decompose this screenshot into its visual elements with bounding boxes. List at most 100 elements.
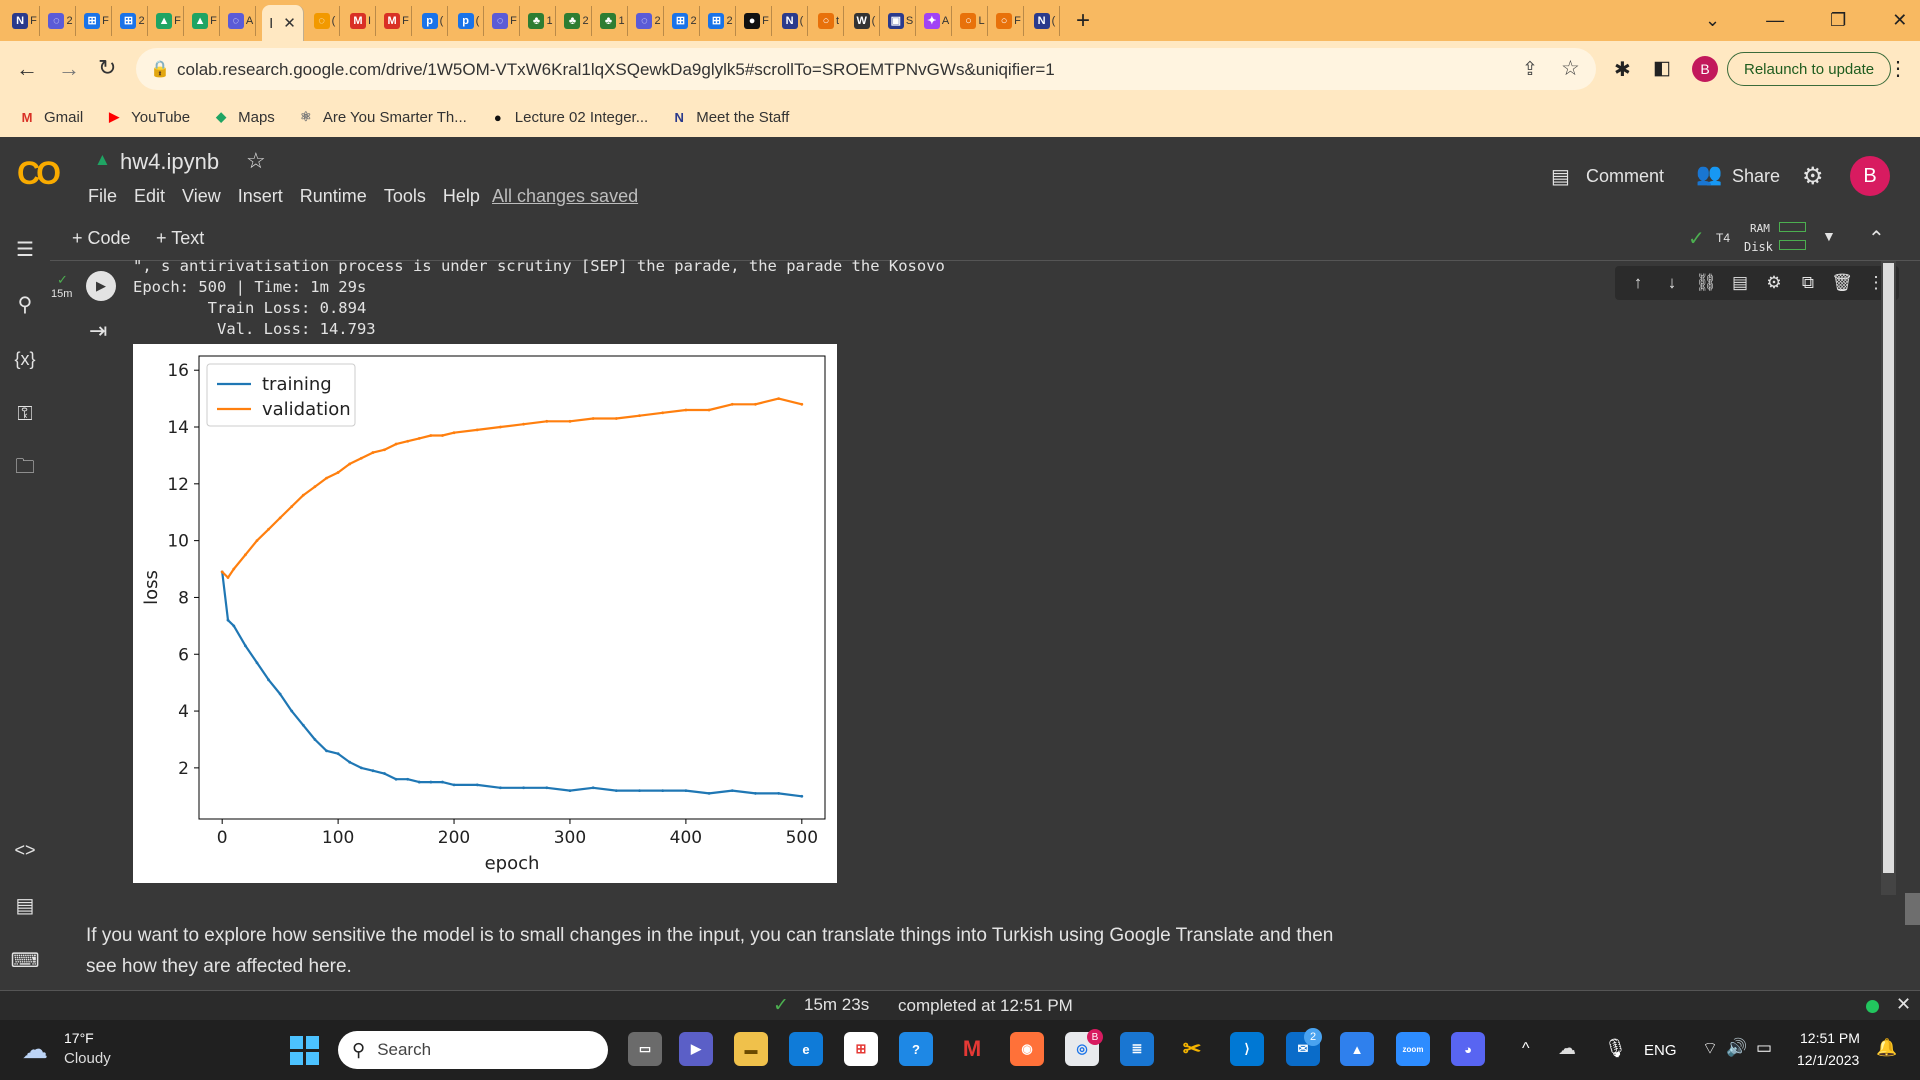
browser-menu-icon[interactable]: ⋮ — [1888, 58, 1908, 80]
browser-tab[interactable]: ○ L — [958, 5, 988, 36]
browser-tab[interactable]: N( — [1030, 5, 1060, 36]
browser-tab[interactable]: p( — [454, 5, 484, 36]
status-duration[interactable]: 15m 23s — [804, 995, 870, 1014]
code-snippets-icon[interactable]: <> — [14, 839, 36, 860]
back-icon[interactable]: ← — [16, 56, 38, 81]
markdown-cell-text[interactable]: If you want to explore how sensitive the… — [86, 925, 1334, 977]
delete-cell-icon[interactable]: 🗑 — [1831, 273, 1853, 292]
help-icon[interactable]: ? — [899, 1032, 933, 1066]
notepad-icon[interactable]: ≣ — [1120, 1032, 1154, 1066]
comment-icon[interactable]: ▤ — [1551, 166, 1570, 188]
more-options-icon[interactable]: ⋮ — [1867, 273, 1885, 292]
mcafee-icon[interactable]: M — [955, 1032, 989, 1066]
move-cell-down-icon[interactable]: ↓ — [1667, 273, 1677, 292]
ram-meter[interactable] — [1779, 222, 1806, 232]
browser-tab[interactable]: ◌ A — [226, 5, 256, 36]
page-scrollbar-thumb[interactable] — [1905, 893, 1920, 925]
url-text[interactable]: colab.research.google.com/drive/1W5OM-VT… — [177, 60, 1055, 79]
menu-item-insert[interactable]: Insert — [237, 186, 283, 206]
microphone-icon[interactable]: 🎙 — [1604, 1038, 1627, 1058]
notification-bell-icon[interactable]: 🔔 — [1876, 1038, 1898, 1057]
browser-tab[interactable]: ◌ 2 — [46, 5, 76, 36]
browser-tab[interactable]: ● F — [742, 5, 772, 36]
restore-icon[interactable]: ❐ — [1830, 10, 1847, 30]
browser-tab[interactable]: ♣ 1 — [526, 5, 556, 36]
clock-time[interactable]: 12:51 PM — [1800, 1030, 1860, 1046]
browser-tab[interactable]: ♣ 1 — [598, 5, 628, 36]
browser-tab[interactable]: p( — [418, 5, 448, 36]
browser-tab[interactable]: ◌( — [310, 5, 340, 36]
notebook-title[interactable]: hw4.ipynb — [120, 149, 220, 174]
profile-avatar[interactable]: B — [1692, 56, 1718, 82]
collapse-header-icon[interactable]: ⌃ — [1868, 228, 1885, 250]
microsoft-store-icon[interactable]: ⊞ — [844, 1032, 878, 1066]
browser-tab[interactable]: ◌ F — [490, 5, 520, 36]
menu-item-runtime[interactable]: Runtime — [299, 186, 367, 206]
snip-tool-icon[interactable]: ✂ — [1175, 1032, 1209, 1066]
browser-tab[interactable]: ✦ A — [922, 5, 952, 36]
menu-item-view[interactable]: View — [182, 186, 221, 206]
new-tab-button[interactable]: + — [1076, 6, 1091, 34]
bookmark-item[interactable]: M Gmail — [18, 108, 84, 126]
browser-tab[interactable]: ▲ F — [154, 5, 184, 36]
browser-tab[interactable]: ▣ S — [886, 5, 916, 36]
wifi-icon[interactable]: ⌔ — [1702, 1039, 1718, 1058]
lock-icon[interactable]: 🔒 — [150, 61, 170, 78]
discord-icon[interactable]: ◕ — [1451, 1032, 1485, 1066]
add-text-button[interactable]: + Text — [156, 228, 205, 248]
add-comment-icon[interactable]: ▤ — [1731, 273, 1749, 292]
command-palette-icon[interactable]: ▤ — [15, 894, 35, 917]
browser-tab[interactable]: ⊞ 2 — [706, 5, 736, 36]
tab-search-chevron-icon[interactable]: ⌄ — [1705, 10, 1721, 30]
task-view-icon[interactable]: ▭ — [628, 1032, 662, 1066]
url-input[interactable] — [136, 48, 1596, 90]
share-page-icon[interactable]: ⇪ — [1522, 59, 1538, 80]
extensions-icon[interactable]: ✱ — [1614, 59, 1631, 81]
browser-tab[interactable]: I ✕ — [262, 5, 304, 41]
runtime-type[interactable]: T4 — [1716, 231, 1731, 245]
save-status[interactable]: All changes saved — [492, 186, 639, 206]
terminal-icon[interactable]: ⌨ — [10, 949, 40, 972]
runtime-dropdown-icon[interactable]: ▼ — [1822, 228, 1836, 244]
browser-tab[interactable]: ○ t — [814, 5, 844, 36]
browser-tab[interactable]: W( — [850, 5, 880, 36]
secrets-key-icon[interactable]: ⚿ — [17, 402, 33, 425]
show-hidden-icons-chevron[interactable]: ^ — [1522, 1040, 1530, 1057]
table-of-contents-icon[interactable]: ☰ — [16, 238, 34, 261]
mirror-cell-icon[interactable]: ⧉ — [1801, 273, 1815, 292]
output-scrollbar[interactable] — [1881, 261, 1896, 895]
photos-icon[interactable]: ▲ — [1340, 1032, 1374, 1066]
bookmark-item[interactable]: ◆ Maps — [212, 108, 275, 126]
variables-icon[interactable]: {x} — [14, 348, 36, 369]
taskbar-search-box[interactable]: ⚲ Search — [338, 1031, 608, 1069]
run-cell-button[interactable]: ▶ — [86, 271, 116, 301]
close-window-icon[interactable]: ✕ — [1892, 10, 1908, 30]
close-tab-icon[interactable]: ✕ — [283, 15, 296, 32]
menu-item-edit[interactable]: Edit — [134, 186, 166, 206]
language-indicator[interactable]: ENG — [1644, 1042, 1677, 1059]
browser-tab[interactable]: ○ F — [994, 5, 1024, 36]
onedrive-icon[interactable]: ☁ — [1558, 1038, 1576, 1058]
bookmark-item[interactable]: N Meet the Staff — [670, 108, 790, 126]
browser-tab[interactable]: ▲ F — [190, 5, 220, 36]
star-notebook-icon[interactable]: ☆ — [246, 148, 266, 173]
browser-tab[interactable]: ⊞ 2 — [118, 5, 148, 36]
windows-start-icon[interactable] — [290, 1036, 319, 1065]
firefox-icon[interactable]: ◉ — [1010, 1032, 1044, 1066]
menu-item-help[interactable]: Help — [442, 186, 480, 206]
link-cell-icon[interactable]: ⛓ — [1695, 273, 1717, 292]
vscode-icon[interactable]: ⟩ — [1230, 1032, 1264, 1066]
bookmark-star-icon[interactable]: ☆ — [1561, 57, 1580, 80]
weather-temp[interactable]: 17°F — [64, 1030, 94, 1046]
browser-tab[interactable]: ⊞ F — [82, 5, 112, 36]
move-cell-up-icon[interactable]: ↑ — [1633, 273, 1643, 292]
browser-tab[interactable]: N( — [778, 5, 808, 36]
menu-item-file[interactable]: File — [88, 186, 118, 206]
clock-date[interactable]: 12/1/2023 — [1797, 1052, 1860, 1068]
edge-browser-icon[interactable]: e — [789, 1032, 823, 1066]
output-scroll-thumb[interactable] — [1883, 263, 1894, 873]
file-explorer-icon[interactable]: ▬ — [734, 1032, 768, 1066]
